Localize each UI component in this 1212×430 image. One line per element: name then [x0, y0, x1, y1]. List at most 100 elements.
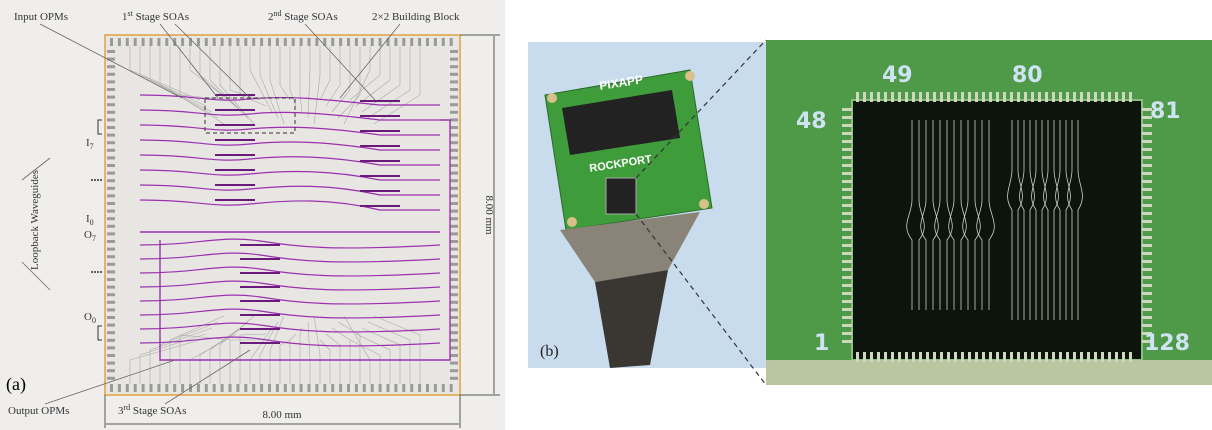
bond-pad	[989, 92, 992, 102]
bond-pad	[1142, 148, 1152, 151]
pad	[450, 164, 458, 167]
pad	[450, 156, 458, 159]
bond-pad	[884, 352, 887, 362]
pad	[107, 194, 115, 197]
bond-pad	[961, 352, 964, 362]
bond-pad	[996, 92, 999, 102]
pad	[107, 346, 115, 349]
bond-pad	[1142, 164, 1152, 167]
pad	[339, 384, 342, 392]
pad	[450, 73, 458, 76]
pin-label: 48	[796, 109, 827, 134]
soa	[215, 184, 255, 186]
pad	[268, 38, 271, 46]
bond-pad	[1142, 124, 1152, 127]
soa	[360, 205, 400, 207]
port-part: 7	[90, 142, 94, 151]
pad	[165, 38, 168, 46]
pad	[355, 384, 358, 392]
height-dim: 8.00 mm	[483, 195, 495, 235]
pad	[402, 38, 405, 46]
pad	[252, 384, 255, 392]
pad	[107, 308, 115, 311]
pad	[292, 38, 295, 46]
bond-pad	[919, 92, 922, 102]
pad	[339, 38, 342, 46]
pad	[150, 38, 153, 46]
pad	[394, 384, 397, 392]
pad	[107, 324, 115, 327]
pad	[244, 38, 247, 46]
pad	[107, 111, 115, 114]
pad	[107, 126, 115, 129]
bond-pad	[842, 172, 852, 175]
pad	[450, 65, 458, 68]
screw	[547, 93, 557, 103]
pad	[315, 38, 318, 46]
pad	[165, 384, 168, 392]
bond-pad	[1142, 220, 1152, 223]
pad	[450, 255, 458, 258]
bond-pad	[1003, 92, 1006, 102]
bond-pad	[961, 92, 964, 102]
soa	[240, 244, 280, 246]
soa	[360, 145, 400, 147]
pad	[450, 58, 458, 61]
pad	[229, 38, 232, 46]
pad	[107, 248, 115, 251]
figure: 8.00 mm 8.00 mm Input OPMs 1st Stage SOA…	[0, 0, 1212, 430]
callout-part: Stage SOAs	[282, 11, 338, 23]
bond-pad	[1142, 324, 1152, 327]
pad	[450, 369, 458, 372]
pad	[426, 384, 429, 392]
bond-pad	[1094, 92, 1097, 102]
callout: 1st Stage SOAs	[122, 9, 189, 23]
bond-pad	[1031, 92, 1034, 102]
pin-label: 128	[1144, 331, 1190, 356]
pad	[284, 384, 287, 392]
pad	[107, 141, 115, 144]
bond-pad	[919, 352, 922, 362]
bond-pad	[842, 148, 852, 151]
pad	[181, 384, 184, 392]
pad	[450, 263, 458, 266]
screw	[685, 71, 695, 81]
pad	[434, 384, 437, 392]
bond-pad	[1129, 352, 1132, 362]
bond-pad	[1017, 352, 1020, 362]
bond-pad	[842, 156, 852, 159]
pad	[450, 88, 458, 91]
bond-pad	[842, 276, 852, 279]
pad	[450, 50, 458, 53]
pad	[450, 384, 453, 392]
pad	[450, 172, 458, 175]
bond-pad	[898, 352, 901, 362]
bond-pad	[1066, 92, 1069, 102]
bond-pad	[842, 292, 852, 295]
bond-pad	[842, 188, 852, 191]
bond-pad	[842, 116, 852, 119]
bond-pad	[1087, 352, 1090, 362]
bond-pad	[1010, 352, 1013, 362]
pad	[173, 384, 176, 392]
bond-pad	[1142, 300, 1152, 303]
bond-pad	[947, 352, 950, 362]
bond-pad	[989, 352, 992, 362]
bond-pad	[877, 352, 880, 362]
bond-pad	[1142, 236, 1152, 239]
soa	[360, 160, 400, 162]
bond-pad	[933, 352, 936, 362]
bond-pad	[940, 352, 943, 362]
soa	[215, 124, 255, 126]
bond-pad	[1052, 92, 1055, 102]
bond-pad	[905, 352, 908, 362]
pad	[276, 38, 279, 46]
pad	[268, 384, 271, 392]
pad	[107, 149, 115, 152]
panel-label: (a)	[6, 374, 26, 395]
pad	[142, 38, 145, 46]
soa	[360, 115, 400, 117]
pad	[213, 384, 216, 392]
screw	[699, 199, 709, 209]
bond-pad	[1142, 260, 1152, 263]
